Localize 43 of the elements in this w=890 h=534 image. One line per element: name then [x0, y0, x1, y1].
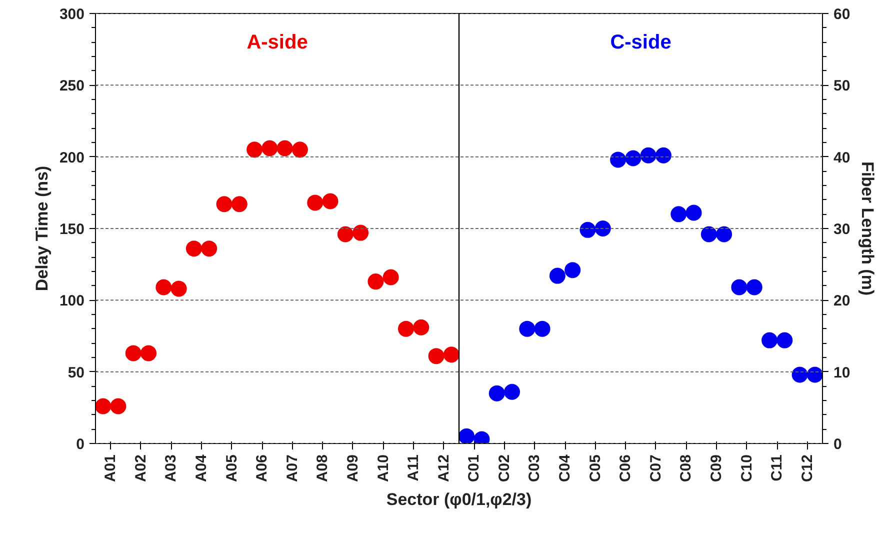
x-tick-label: A04: [193, 454, 210, 482]
y2-tick-label: 30: [834, 221, 850, 238]
x-tick-label: C01: [466, 454, 483, 482]
x-tick-label: A06: [254, 454, 271, 482]
x-tick-label: C07: [647, 454, 664, 482]
x-axis-title: Sector (φ0/1,φ2/3): [386, 490, 532, 510]
x-tick-label: C06: [617, 454, 634, 482]
y2-tick-label: 10: [834, 364, 850, 382]
x-tick-label: C02: [496, 454, 513, 482]
y2-tick-label: 60: [834, 6, 850, 23]
y2-tick-label: 20: [834, 292, 850, 310]
annotation: C-side: [610, 32, 672, 54]
x-tick-label: A02: [132, 454, 150, 482]
x-tick-label: C04: [556, 454, 574, 482]
y2-tick-label: 40: [834, 149, 850, 166]
x-tick-label: A12: [435, 454, 452, 482]
x-tick-label: A10: [374, 454, 392, 482]
y-tick-label: 200: [59, 149, 85, 166]
x-tick-label: C12: [798, 454, 816, 482]
y-tick-label: 150: [59, 221, 85, 238]
x-tick-label: C08: [678, 454, 695, 482]
x-tick-label: A09: [344, 454, 362, 482]
x-tick-label: A07: [284, 454, 301, 482]
y-tick-label: 100: [59, 292, 85, 310]
x-tick-label: A05: [223, 454, 240, 482]
x-tick-label: A11: [405, 454, 422, 482]
y-tick-label: 50: [68, 364, 85, 382]
x-tick-label: A01: [102, 454, 120, 482]
y-tick-label: 0: [76, 436, 84, 453]
x-tick-label: A08: [314, 454, 332, 482]
x-tick-label: C03: [526, 454, 544, 482]
x-tick-label: C10: [738, 454, 756, 482]
y-axis-title: Delay Time (ns): [32, 166, 52, 292]
x-tick-label: A03: [162, 454, 180, 482]
y-tick-label: 300: [59, 6, 85, 23]
y-tick-label: 250: [59, 78, 85, 95]
y2-tick-label: 0: [834, 436, 842, 453]
x-tick-label: C09: [708, 454, 725, 482]
y2-tick-label: 50: [834, 78, 850, 95]
y2-axis-title: Fiber Length (m): [858, 161, 878, 296]
x-tick-label: C11: [768, 454, 786, 482]
annotation: A-side: [246, 32, 308, 54]
x-tick-label: C05: [586, 454, 604, 482]
